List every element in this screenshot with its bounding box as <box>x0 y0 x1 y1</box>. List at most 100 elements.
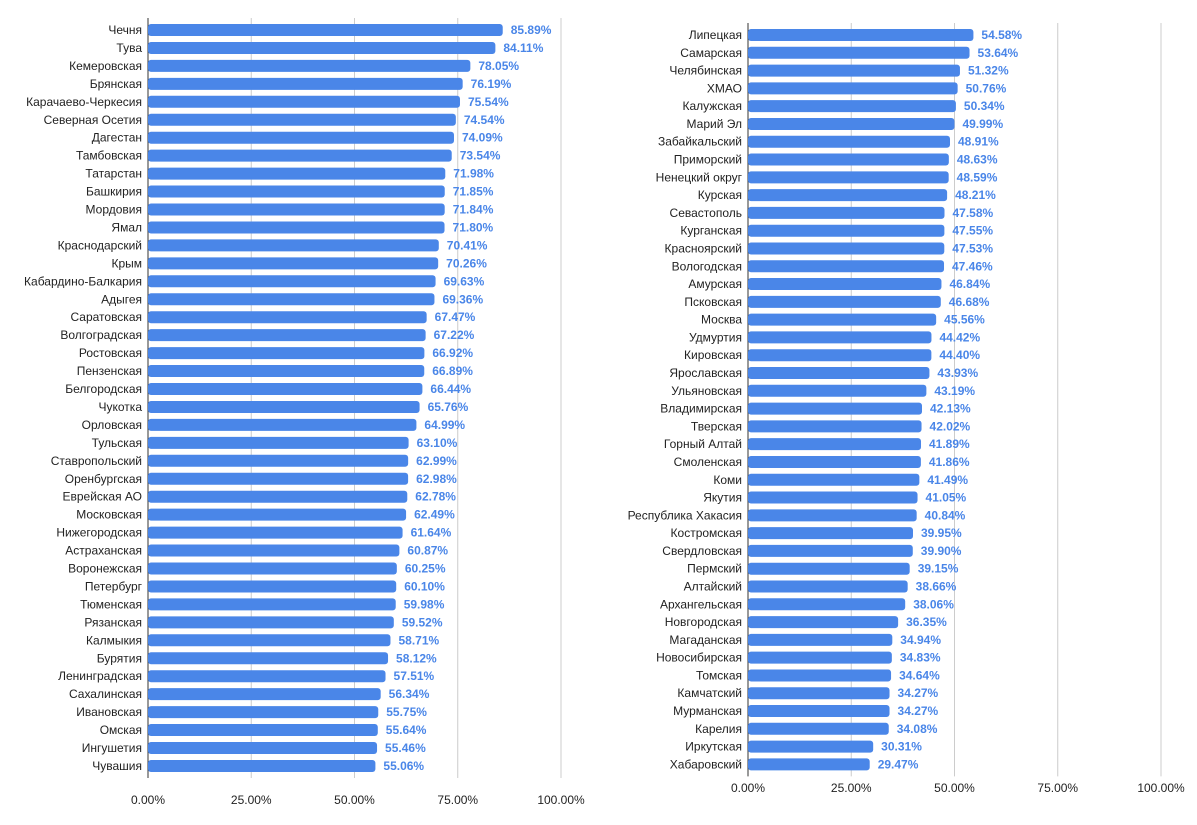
left-bar <box>148 167 446 180</box>
left-value-label: 56.34% <box>389 687 430 701</box>
left-x-tick-label: 0.00% <box>131 793 165 807</box>
left-x-tick-label: 50.00% <box>334 793 375 807</box>
left-bar <box>148 634 391 647</box>
left-bar <box>148 616 394 629</box>
right-category-label: Псковская <box>684 295 742 309</box>
left-bar <box>148 742 378 754</box>
right-bar <box>748 242 945 255</box>
right-category-label: Курская <box>698 188 742 202</box>
left-bar <box>148 95 460 108</box>
left-value-label: 71.85% <box>453 185 494 199</box>
left-value-label: 59.52% <box>402 615 443 629</box>
left-category-label: Чечня <box>108 23 142 37</box>
right-value-label: 38.66% <box>916 579 957 593</box>
right-category-label: Курганская <box>680 224 742 238</box>
left-value-label: 85.89% <box>511 23 552 37</box>
right-bar <box>748 740 874 753</box>
left-value-label: 55.75% <box>386 705 427 719</box>
left-value-label: 74.54% <box>464 113 505 127</box>
left-category-label: Ленинградская <box>58 669 142 683</box>
left-value-label: 64.99% <box>424 418 465 432</box>
left-bar-chart: 0.00% 25.00% 50.00% 75.00% 100.00% Чечня 85.89… <box>24 18 585 807</box>
right-bar <box>748 29 974 41</box>
left-bar <box>148 221 445 234</box>
right-bar <box>748 402 922 415</box>
left-bar <box>148 293 435 306</box>
left-category-label: Омская <box>100 723 142 737</box>
right-value-label: 47.55% <box>952 224 993 238</box>
right-category-label: Марий Эл <box>687 117 742 131</box>
left-category-label: Мордовия <box>86 203 142 217</box>
right-category-label: Смоленская <box>674 455 742 469</box>
right-x-tick-label: 50.00% <box>934 781 975 795</box>
right-bar <box>748 722 889 735</box>
left-value-label: 66.44% <box>430 382 471 396</box>
right-value-label: 48.91% <box>958 135 999 149</box>
left-value-label: 55.46% <box>385 741 426 755</box>
right-x-tick-label: 100.00% <box>1137 781 1185 795</box>
right-value-label: 47.58% <box>953 206 994 220</box>
left-bar <box>148 329 426 342</box>
right-category-label: Ульяновская <box>671 384 742 398</box>
right-value-label: 47.46% <box>952 259 993 273</box>
right-bar <box>748 384 927 397</box>
left-bar <box>148 113 456 126</box>
left-bar <box>148 365 425 378</box>
right-category-label: Коми <box>713 473 742 487</box>
right-category-label: Красноярский <box>665 241 742 255</box>
right-value-label: 43.93% <box>937 366 978 380</box>
right-value-label: 41.86% <box>929 455 970 469</box>
left-bar <box>148 239 439 252</box>
left-category-label: Ингушетия <box>82 741 142 755</box>
right-value-label: 54.58% <box>981 28 1022 42</box>
right-value-label: 34.08% <box>897 722 938 736</box>
left-category-label: Чувашия <box>92 759 142 773</box>
right-value-label: 29.47% <box>878 757 919 771</box>
right-bar <box>748 224 945 237</box>
left-bar <box>148 383 423 395</box>
left-bar <box>148 562 397 575</box>
right-category-label: Ярославская <box>669 366 742 380</box>
left-value-label: 62.49% <box>414 508 455 522</box>
right-bar <box>748 46 970 59</box>
left-value-label: 58.12% <box>396 651 437 665</box>
right-value-label: 38.06% <box>913 597 954 611</box>
right-bar <box>748 616 899 629</box>
right-bar <box>748 527 913 540</box>
left-category-label: Оренбургская <box>65 472 142 486</box>
right-value-label: 34.64% <box>899 668 940 682</box>
left-bar <box>148 24 503 36</box>
right-category-label: Томская <box>696 668 742 682</box>
right-x-tick-label: 0.00% <box>731 781 765 795</box>
left-bar <box>148 508 407 521</box>
left-bar <box>148 652 389 665</box>
right-bar <box>748 633 893 646</box>
left-bar <box>148 131 454 144</box>
right-value-label: 40.84% <box>925 508 966 522</box>
left-value-label: 84.11% <box>503 41 543 55</box>
right-bar <box>748 455 921 468</box>
left-category-label: Ямал <box>111 220 142 234</box>
left-category-label: Воронежская <box>68 562 142 576</box>
left-bar <box>148 311 427 324</box>
left-bar <box>148 59 471 72</box>
right-value-label: 51.32% <box>968 64 1009 78</box>
right-bar <box>748 64 960 77</box>
right-category-label: Камчатский <box>677 686 742 700</box>
right-bar <box>748 206 945 219</box>
left-bar <box>148 418 417 431</box>
right-category-label: Челябинская <box>669 64 742 78</box>
left-value-label: 62.99% <box>416 454 457 468</box>
left-value-label: 70.41% <box>447 238 488 252</box>
left-bar <box>148 706 379 719</box>
right-value-label: 34.27% <box>898 704 939 718</box>
right-bar <box>748 509 917 522</box>
right-bar <box>748 438 922 451</box>
right-category-label: Владимирская <box>660 402 742 416</box>
left-value-label: 55.64% <box>386 723 427 737</box>
right-category-label: Иркутская <box>685 740 742 754</box>
right-category-label: ХМАО <box>707 81 742 95</box>
left-value-label: 73.54% <box>460 149 501 163</box>
right-category-label: Липецкая <box>689 28 742 42</box>
left-category-label: Краснодарский <box>58 238 142 252</box>
